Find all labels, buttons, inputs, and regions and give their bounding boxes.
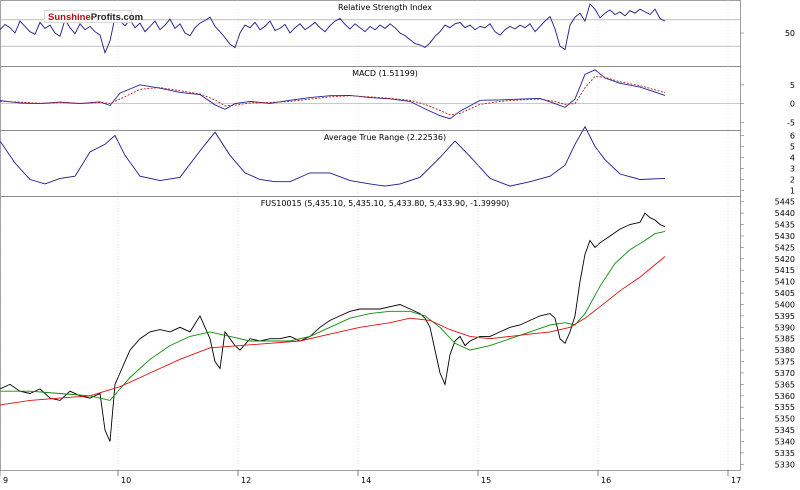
y-tick-label-atr: 3 [790, 165, 795, 174]
y-tick-label-price: 5345 [775, 426, 795, 435]
y-tick-label-atr: 5 [790, 143, 795, 152]
y-tick-label-rsi: 50 [785, 29, 795, 38]
panel-title-macd: MACD (1.51199) [352, 69, 418, 78]
series-line-atr-0 [0, 125, 666, 187]
series-line-rsi-0 [0, 3, 666, 55]
x-tick-label: 12 [241, 476, 251, 485]
y-tick-label-price: 5445 [775, 198, 795, 207]
y-tick-label-price: 5415 [775, 266, 795, 275]
y-tick-label-price: 5390 [775, 323, 795, 332]
x-tick-label: 9 [3, 476, 8, 485]
x-tick-label: 17 [731, 476, 741, 485]
y-tick-label-atr: 4 [790, 154, 795, 163]
series-line-price-fast-ma [0, 230, 666, 401]
series-line-macd-signal [0, 76, 666, 116]
y-tick-label-price: 5350 [775, 415, 795, 424]
y-tick-label-price: 5335 [775, 449, 795, 458]
x-tick-label: 14 [361, 476, 371, 485]
y-tick-label-price: 5360 [775, 392, 795, 401]
y-tick-label-atr: 6 [790, 132, 795, 141]
panel-frame-price [0, 196, 741, 471]
x-tick-label: 15 [481, 476, 491, 485]
y-tick-label-macd: -5 [787, 118, 795, 127]
y-tick-label-price: 5420 [775, 255, 795, 264]
series-line-price-price [0, 212, 666, 442]
y-tick-label-price: 5430 [775, 232, 795, 241]
y-tick-label-price: 5330 [775, 460, 795, 469]
y-tick-label-price: 5405 [775, 289, 795, 298]
panel-title-rsi: Relative Strength Index [338, 3, 432, 12]
y-tick-label-price: 5380 [775, 346, 795, 355]
y-tick-label-price: 5365 [775, 380, 795, 389]
y-tick-label-price: 5375 [775, 358, 795, 367]
y-tick-label-price: 5440 [775, 209, 795, 218]
y-tick-label-price: 5395 [775, 312, 795, 321]
y-tick-label-atr: 2 [790, 176, 795, 185]
x-tick-label: 16 [601, 476, 611, 485]
y-tick-label-macd: 0 [790, 100, 795, 109]
y-tick-label-price: 5385 [775, 335, 795, 344]
y-tick-label-price: 5410 [775, 278, 795, 287]
panel-title-price: FUS10015 (5,435.10, 5,435.10, 5,433.80, … [261, 199, 510, 208]
series-line-price-slow-ma [0, 256, 666, 406]
brand-logo-part1: Sunshine [48, 12, 91, 23]
brand-logo-part2: Profits.com [90, 12, 144, 23]
y-tick-label-price: 5425 [775, 243, 795, 252]
y-tick-label-macd: 5 [790, 81, 795, 90]
y-tick-label-price: 5340 [775, 437, 795, 446]
y-tick-label-price: 5400 [775, 300, 795, 309]
y-tick-label-price: 5355 [775, 403, 795, 412]
brand-logo: SunshineProfits.com [44, 10, 143, 23]
y-tick-label-atr: 1 [790, 187, 795, 196]
y-tick-label-price: 5435 [775, 221, 795, 230]
panel-title-atr: Average True Range (2.22536) [324, 133, 446, 142]
x-tick-label: 10 [121, 476, 131, 485]
y-tick-label-price: 5370 [775, 369, 795, 378]
